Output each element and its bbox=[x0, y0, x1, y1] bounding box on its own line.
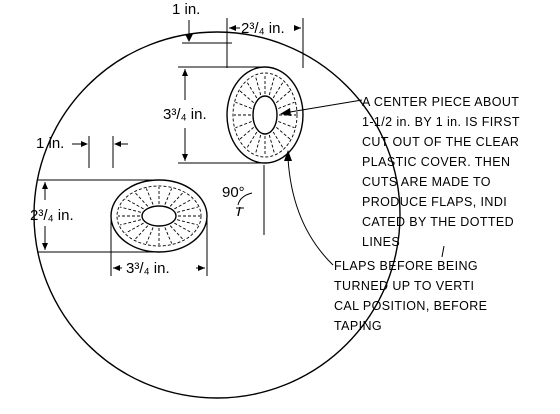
callout-line: CATED BY THE DOTTED bbox=[362, 215, 514, 229]
flap-cut-line bbox=[246, 81, 258, 99]
flap-cut-line bbox=[119, 219, 142, 226]
left-offset-dimension: 1 in. bbox=[36, 135, 128, 168]
upper-flap-cut-lines bbox=[234, 74, 296, 156]
callout-line: 1-1/2 in. BY 1 in. IS FIRST bbox=[362, 115, 520, 129]
flap-cut-line bbox=[125, 222, 144, 234]
angle-label: 90° bbox=[222, 184, 245, 201]
lower-cutout bbox=[110, 179, 208, 253]
flap-cut-line bbox=[276, 126, 291, 140]
flap-cut-line bbox=[268, 75, 276, 96]
top-offset-dimension: 1 in. bbox=[172, 1, 232, 44]
flap-cut-line bbox=[239, 126, 254, 140]
flap-cut-line bbox=[278, 121, 295, 129]
lower-height-label: 2³/₄ in. bbox=[30, 207, 74, 224]
flap-cut-line bbox=[119, 206, 142, 213]
flap-cut-line bbox=[278, 101, 295, 109]
flap-cut-line bbox=[125, 198, 144, 210]
flap-cut-line bbox=[272, 131, 284, 149]
callout-line: PRODUCE FLAPS, INDI bbox=[362, 195, 507, 209]
flap-cut-line bbox=[272, 81, 284, 99]
lower-width-dimension: 3³/₄ in. bbox=[110, 220, 208, 277]
callout-line: CUT OUT OF THE CLEAR bbox=[362, 135, 519, 149]
flap-cut-line bbox=[246, 131, 258, 149]
callout-line: PLASTIC COVER. THEN bbox=[362, 155, 510, 169]
angle-marker: 90° bbox=[222, 165, 265, 235]
flap-cut-line bbox=[134, 225, 149, 240]
callout-line: A CENTER PIECE ABOUT bbox=[362, 95, 519, 109]
flap-cut-line bbox=[145, 227, 154, 244]
flap-cut-line bbox=[254, 75, 262, 96]
callout-line: FLAPS BEFORE BEING bbox=[334, 259, 478, 273]
lower-outer-ellipse bbox=[110, 179, 208, 253]
upper-height-dimension: 3³/₄ in. bbox=[163, 66, 262, 164]
callout-line: CAL POSITION, BEFORE bbox=[334, 299, 487, 313]
flap-cut-line bbox=[239, 90, 254, 104]
lower-center-piece bbox=[141, 205, 177, 227]
left-offset-label: 1 in. bbox=[36, 135, 64, 152]
lower-dotted-ellipse bbox=[116, 185, 202, 247]
flap-cut-line bbox=[164, 227, 173, 244]
upper-height-label: 3³/₄ in. bbox=[163, 106, 207, 123]
flap-cut-line bbox=[174, 222, 193, 234]
lower-width-label: 3³/₄ in. bbox=[126, 260, 170, 277]
tick-mark bbox=[441, 245, 445, 258]
center-piece-leader bbox=[280, 99, 363, 116]
flap-cut-line bbox=[235, 121, 252, 129]
flap-cut-line bbox=[164, 188, 173, 205]
flap-cut-line bbox=[276, 90, 291, 104]
lower-flap-cut-lines bbox=[118, 187, 200, 245]
flap-cut-line bbox=[134, 192, 149, 207]
upper-outer-ellipse bbox=[226, 66, 304, 164]
flap-cut-line bbox=[176, 206, 199, 213]
flap-cut-line bbox=[235, 101, 252, 109]
top-width-label: 2³/₄ in. bbox=[241, 20, 285, 37]
top-width-dimension: 2³/₄ in. bbox=[226, 18, 304, 68]
flap-cut-line bbox=[174, 198, 193, 210]
plastic-cover-outline bbox=[33, 31, 401, 399]
callout-line: TURNED UP TO VERTI bbox=[334, 279, 474, 293]
flap-cut-line bbox=[169, 192, 184, 207]
upper-center-piece bbox=[252, 95, 278, 135]
flap-cut-line bbox=[254, 134, 262, 155]
flap-cut-line bbox=[268, 134, 276, 155]
flaps-callout: FLAPS BEFORE BEING TURNED UP TO VERTI CA… bbox=[334, 259, 491, 333]
lower-height-dimension: 2³/₄ in. bbox=[30, 179, 156, 253]
callout-line: CUTS ARE MADE TO bbox=[362, 175, 491, 189]
flap-cut-line bbox=[169, 225, 184, 240]
center-piece-callout: A CENTER PIECE ABOUT 1-1/2 in. BY 1 in. … bbox=[362, 95, 524, 249]
callout-line: LINES bbox=[362, 235, 400, 249]
flap-cut-line bbox=[145, 188, 154, 205]
upper-dotted-ellipse bbox=[232, 72, 298, 158]
callout-line: TAPING bbox=[334, 319, 382, 333]
upper-cutout bbox=[226, 66, 304, 164]
flaps-leader bbox=[284, 150, 334, 266]
top-offset-label: 1 in. bbox=[172, 1, 200, 18]
flap-cut-line bbox=[176, 219, 199, 226]
